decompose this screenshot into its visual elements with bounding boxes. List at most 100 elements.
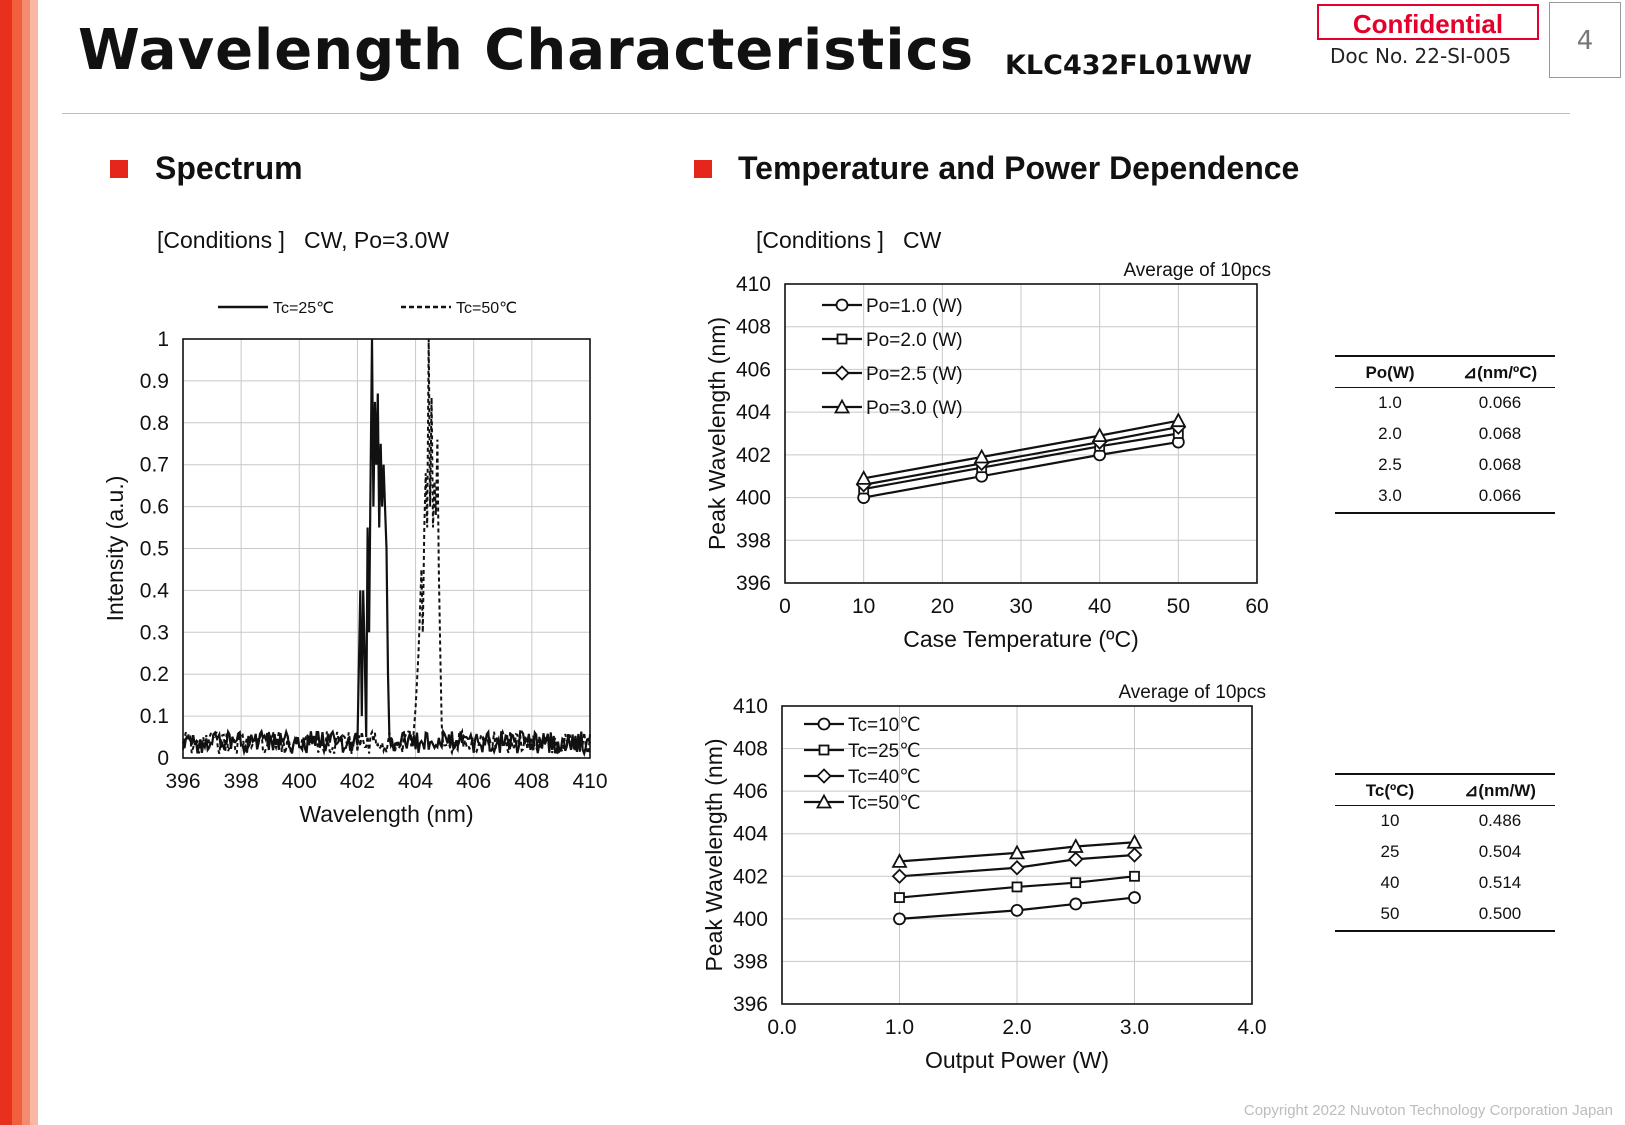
y-tick-label: 0.7 [140, 454, 169, 477]
temperature-coefficient-table: Po(W) ⊿(nm/ºC) 1.0 0.066 2.0 0.068 2.5 0.06… [1335, 355, 1555, 514]
data-point [1011, 881, 1023, 893]
table-row: 3.0 0.066 [1335, 481, 1555, 514]
legend-label: Po=2.0 (W) [866, 330, 963, 351]
y-tick-label: 0.2 [140, 663, 169, 686]
x-tick-label: 408 [514, 770, 549, 793]
page-number: 4 [1549, 2, 1621, 78]
y-tick-label: 0.8 [140, 412, 169, 435]
plot-frame [784, 283, 1258, 584]
decor-stripe-peach [30, 0, 38, 1125]
x-tick-label: 404 [398, 770, 433, 793]
data-point [1070, 877, 1082, 889]
table-cell: 0.068 [1478, 424, 1522, 443]
decor-stripe-red [0, 0, 12, 1125]
y-tick-label: 406 [736, 358, 771, 381]
y-tick-label: 396 [733, 993, 768, 1016]
x-tick-label: 60 [1245, 595, 1268, 618]
series-line [863, 440, 1179, 499]
y-tick-label: 0.9 [140, 370, 169, 393]
x-tick-label: 406 [456, 770, 491, 793]
y-tick-label: 400 [733, 908, 768, 931]
y-tick-label: 1 [157, 328, 169, 351]
data-point [894, 892, 905, 903]
table-cell: 2.5 [1378, 455, 1402, 474]
table-cell: 2.0 [1378, 424, 1402, 443]
legend-label: Po=3.0 (W) [866, 398, 963, 419]
legend-label: Tc=25℃ [848, 741, 921, 762]
x-tick-label: 398 [224, 770, 259, 793]
section-bullet-icon [110, 160, 128, 178]
table-header: Tc(ºC) [1335, 773, 1445, 806]
legend-marker [836, 333, 848, 345]
data-point [1067, 838, 1084, 853]
chart-annotation: Average of 10pcs [1123, 260, 1271, 281]
page-title: Wavelength Characteristics [78, 18, 975, 83]
decor-stripe-orange [12, 0, 22, 1125]
x-tick-label: 0.0 [767, 1016, 796, 1039]
data-point [1067, 851, 1084, 868]
x-tick-label: 410 [572, 770, 607, 793]
y-tick-label: 0.3 [140, 621, 169, 644]
series-line [863, 426, 1179, 486]
table-cell: 1.0 [1378, 393, 1402, 412]
data-point [1010, 903, 1024, 917]
table-cell: 40 [1380, 873, 1400, 892]
x-axis-label: Wavelength (nm) [299, 801, 473, 827]
table-cell: 0.066 [1478, 393, 1522, 412]
table-cell: 0.500 [1445, 899, 1555, 932]
y-tick-label: 410 [733, 695, 768, 718]
table-row: 25 0.504 [1335, 837, 1555, 868]
spectrum-conditions: [Conditions ] CW, Po=3.0W [157, 227, 450, 253]
data-point [1009, 859, 1025, 876]
y-tick-label: 404 [736, 401, 771, 424]
x-tick-label: 50 [1167, 595, 1190, 618]
y-axis-label: Intensity (a.u.) [102, 476, 128, 622]
data-point [1091, 427, 1108, 443]
y-tick-label: 400 [736, 487, 771, 510]
confidential-badge: Confidential [1317, 4, 1539, 40]
x-tick-label: 396 [165, 770, 200, 793]
plot-frame [182, 338, 591, 759]
data-point [1008, 844, 1026, 860]
x-axis-label: Case Temperature (ºC) [903, 626, 1139, 652]
y-tick-label: 398 [733, 950, 768, 973]
power-coefficient-table: Tc(ºC) ⊿(nm/W) 10 0.486 25 0.504 40 0.514 5… [1335, 773, 1555, 932]
legend-label: Tc=10℃ [848, 715, 921, 736]
y-tick-label: 396 [736, 572, 771, 595]
chart-annotation: Average of 10pcs [1118, 682, 1266, 703]
x-axis-label: Output Power (W) [925, 1047, 1109, 1073]
series-line [863, 419, 1179, 480]
table-cell: 10 [1380, 811, 1400, 830]
table-cell: 0.486 [1478, 811, 1522, 830]
y-axis-label: Peak Wavelength (nm) [704, 317, 730, 550]
y-tick-label: 402 [733, 865, 768, 888]
data-point [1126, 847, 1143, 863]
y-tick-label: 0.1 [140, 705, 169, 728]
legend-marker [817, 717, 831, 731]
y-tick-label: 408 [736, 316, 771, 339]
data-point [1129, 870, 1140, 882]
series-line [899, 896, 1135, 920]
table-cell: 25 [1380, 842, 1400, 861]
data-point [891, 868, 908, 885]
x-tick-label: 3.0 [1120, 1016, 1149, 1039]
decor-stripe-salmon [22, 0, 30, 1125]
series-line [181, 338, 592, 758]
series-line [899, 853, 1135, 878]
data-point [1170, 412, 1187, 428]
data-point [1126, 833, 1143, 849]
section-title-dependence: Temperature and Power Dependence [738, 150, 1300, 186]
y-axis-label: Peak Wavelength (nm) [701, 738, 727, 971]
legend-marker [815, 793, 833, 809]
table-cell: 0.066 [1445, 481, 1555, 514]
plot-frame [781, 705, 1253, 1005]
y-tick-label: 0.6 [140, 496, 169, 519]
x-tick-label: 4.0 [1237, 1016, 1266, 1039]
header-divider [62, 113, 1570, 114]
table-row: 50 0.500 [1335, 899, 1555, 932]
series-line [899, 875, 1135, 899]
table-row: 40 0.514 [1335, 868, 1555, 899]
legend-label: Po=2.5 (W) [866, 364, 963, 385]
section-bullet-icon [694, 160, 712, 178]
section-title-spectrum: Spectrum [155, 150, 303, 186]
